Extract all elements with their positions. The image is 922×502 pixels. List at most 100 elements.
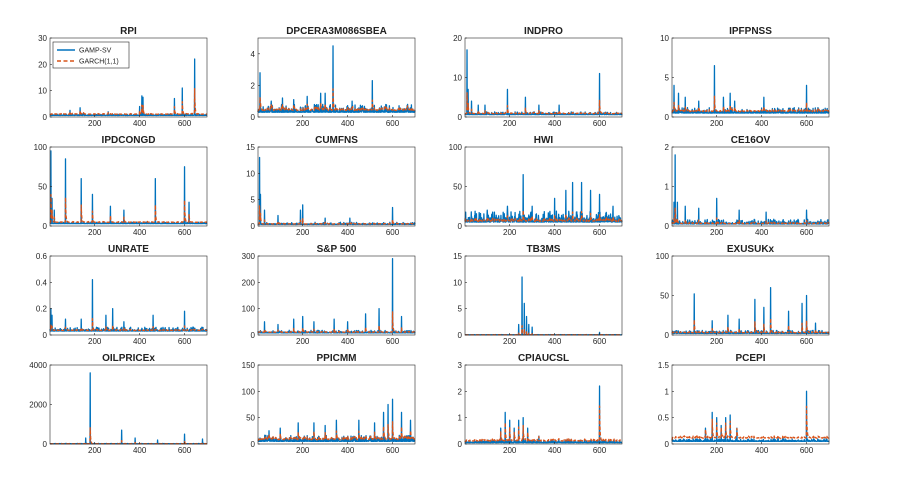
y-tick-label: 10 xyxy=(453,278,462,287)
panel-hwi: 0 50 100 200 400 600 HWI xyxy=(449,135,623,237)
plot-area xyxy=(50,147,207,226)
panel-cpiaucsl: 0 1 2 3 200 400 600 CPIAUCSL xyxy=(458,353,623,455)
y-tick-label: 2 xyxy=(665,143,670,152)
x-tick-label: 200 xyxy=(296,119,310,128)
y-tick-label: 10 xyxy=(38,87,47,96)
panel-title: EXUSUKx xyxy=(727,244,775,255)
panel-title: DPCERA3M086SBEA xyxy=(286,26,387,37)
x-tick-label: 200 xyxy=(88,119,102,128)
x-tick-label: 200 xyxy=(503,337,517,346)
x-tick-label: 600 xyxy=(593,228,607,237)
panel-tb3ms: 0 5 10 15 200 400 600 TB3MS xyxy=(453,244,623,346)
y-tick-label: 0 xyxy=(665,113,670,122)
panel-ipfpnss: 0 5 10 200 400 600 IPFPNSS xyxy=(660,26,830,128)
panel-title: CPIAUCSL xyxy=(518,353,569,364)
y-tick-label: 100 xyxy=(242,305,256,314)
x-tick-label: 600 xyxy=(800,228,814,237)
series-gamp-sv-indpro xyxy=(464,49,623,116)
y-tick-label: 10 xyxy=(246,169,255,178)
panel-title: HWI xyxy=(534,135,554,146)
y-tick-label: 1 xyxy=(665,183,670,192)
x-tick-label: 600 xyxy=(593,119,607,128)
x-tick-label: 400 xyxy=(341,228,355,237)
y-tick-label: 0 xyxy=(43,113,48,122)
x-tick-label: 400 xyxy=(755,446,769,455)
y-tick-label: 5 xyxy=(251,196,256,205)
panel-cumfns: 0 5 10 15 200 400 600 CUMFNS xyxy=(246,135,416,237)
x-tick-label: 200 xyxy=(710,446,724,455)
x-tick-label: 400 xyxy=(341,337,355,346)
series-gamp-sv-ppicmm xyxy=(257,398,416,443)
x-tick-label: 200 xyxy=(296,228,310,237)
y-tick-label: 0 xyxy=(251,331,256,340)
y-tick-label: 0 xyxy=(251,440,256,449)
panel-title: PPICMM xyxy=(317,353,357,364)
x-tick-label: 400 xyxy=(548,228,562,237)
panel-title: INDPRO xyxy=(524,26,563,37)
y-tick-label: 50 xyxy=(38,183,47,192)
x-tick-label: 200 xyxy=(88,228,102,237)
panel-title: CUMFNS xyxy=(315,135,358,146)
panel-title: RPI xyxy=(120,26,137,37)
y-tick-label: 1.5 xyxy=(658,361,670,370)
y-tick-label: 0 xyxy=(458,222,463,231)
axes-frame xyxy=(257,37,416,118)
panel-ce16ov: 0 1 2 200 400 600 CE16OV xyxy=(665,135,830,237)
y-tick-label: 3 xyxy=(458,361,463,370)
x-tick-label: 400 xyxy=(755,119,769,128)
y-tick-label: 100 xyxy=(34,143,48,152)
plot-area xyxy=(465,365,622,444)
series-garch-pcepi xyxy=(671,405,830,441)
x-tick-label: 400 xyxy=(133,228,147,237)
plot-area xyxy=(50,256,207,335)
legend-label-garch: GARCH(1,1) xyxy=(79,59,119,66)
y-tick-label: 50 xyxy=(660,292,669,301)
panel-indpro: 0 10 20 200 400 600 INDPRO xyxy=(453,26,623,128)
x-tick-label: 400 xyxy=(755,337,769,346)
y-tick-label: 0 xyxy=(458,113,463,122)
y-tick-label: 2 xyxy=(458,387,463,396)
x-tick-label: 600 xyxy=(386,446,400,455)
y-tick-label: 150 xyxy=(242,361,256,370)
x-tick-label: 400 xyxy=(341,119,355,128)
panel-oilpricex: 0 2000 4000 200 400 600 OILPRICEx xyxy=(29,353,208,455)
legend: GAMP-SV GARCH(1,1) xyxy=(52,41,130,69)
panel-rpi: 0 10 20 30 200 400 600 RPI xyxy=(38,26,208,128)
y-tick-label: 2 xyxy=(251,81,256,90)
y-tick-label: 15 xyxy=(246,143,255,152)
series-garch-ppicmm xyxy=(257,421,416,442)
y-tick-label: 10 xyxy=(453,74,462,83)
series-garch-unrate xyxy=(49,318,208,332)
x-tick-label: 200 xyxy=(503,446,517,455)
panel-dpcera3m086sbea: 0 2 4 200 400 600 DPCERA3M086SBEA xyxy=(251,26,416,128)
x-tick-label: 600 xyxy=(178,337,192,346)
series-garch-ce16ov xyxy=(671,206,830,225)
x-tick-label: 400 xyxy=(133,446,147,455)
panel-exusukx: 0 50 100 200 400 600 EXUSUKx xyxy=(656,244,830,346)
series-gamp-sv-rpi xyxy=(49,58,208,117)
y-tick-label: 0.6 xyxy=(36,252,48,261)
x-tick-label: 200 xyxy=(710,337,724,346)
axes-frame xyxy=(49,255,208,336)
axes-frame xyxy=(49,37,208,118)
panel-title: OILPRICEx xyxy=(102,353,155,364)
y-tick-label: 4000 xyxy=(29,361,47,370)
legend-label-gamp: GAMP-SV xyxy=(79,48,112,55)
y-tick-label: 200 xyxy=(242,278,256,287)
x-tick-label: 600 xyxy=(800,119,814,128)
y-tick-label: 0 xyxy=(251,113,256,122)
x-tick-label: 400 xyxy=(548,446,562,455)
y-tick-label: 0 xyxy=(665,331,670,340)
y-tick-label: 5 xyxy=(665,74,670,83)
x-tick-label: 200 xyxy=(296,337,310,346)
y-tick-label: 0.4 xyxy=(36,278,48,287)
x-tick-label: 600 xyxy=(800,446,814,455)
y-tick-label: 0 xyxy=(458,331,463,340)
y-tick-label: 0 xyxy=(43,440,48,449)
plot-area xyxy=(672,365,829,444)
series-garch-ipfpnss xyxy=(671,95,830,113)
y-tick-label: 50 xyxy=(246,414,255,423)
x-tick-label: 600 xyxy=(178,119,192,128)
